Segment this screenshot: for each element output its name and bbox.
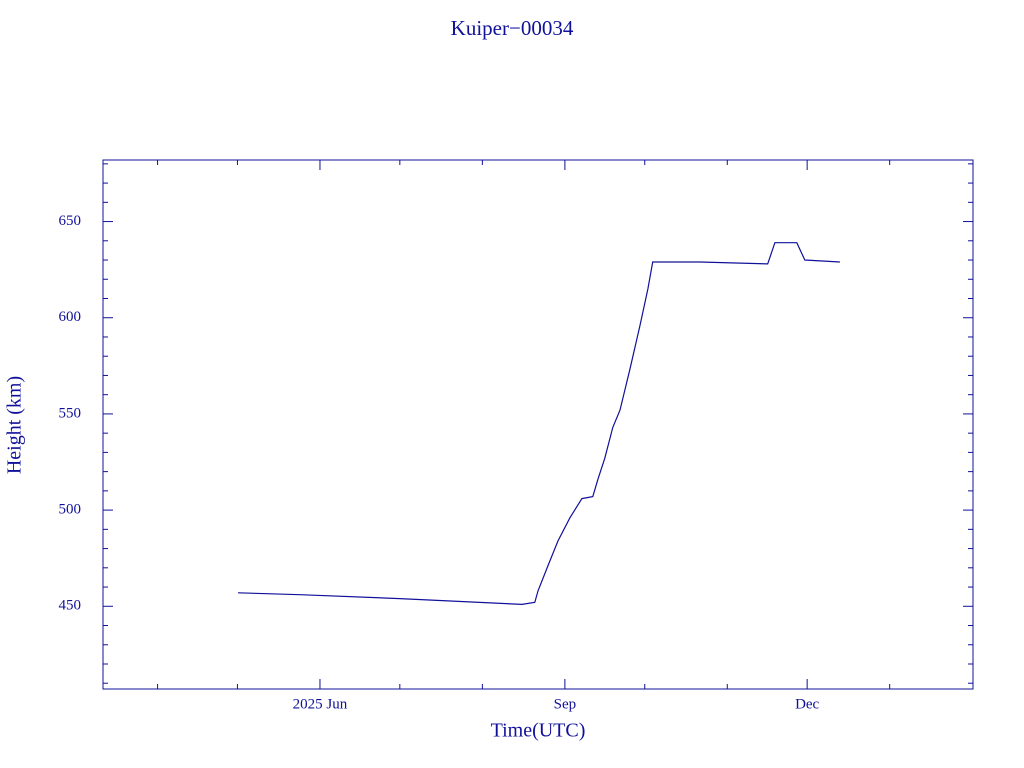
y-tick-label: 550 [59,405,82,421]
x-tick-label: Sep [554,696,577,712]
x-axis-label: Time(UTC) [491,720,586,742]
y-tick-label: 650 [59,213,82,229]
y-tick-label: 600 [59,309,82,325]
y-tick-label: 500 [59,502,82,518]
x-tick-label: 2025 Jun [293,696,348,712]
plot-frame [102,159,974,690]
chart-title: Kuiper−00034 [451,16,574,40]
data-line [237,242,840,606]
y-tick-label: 450 [59,598,82,614]
y-axis-label: Height (km) [4,376,26,474]
x-tick-label: Dec [795,696,819,712]
